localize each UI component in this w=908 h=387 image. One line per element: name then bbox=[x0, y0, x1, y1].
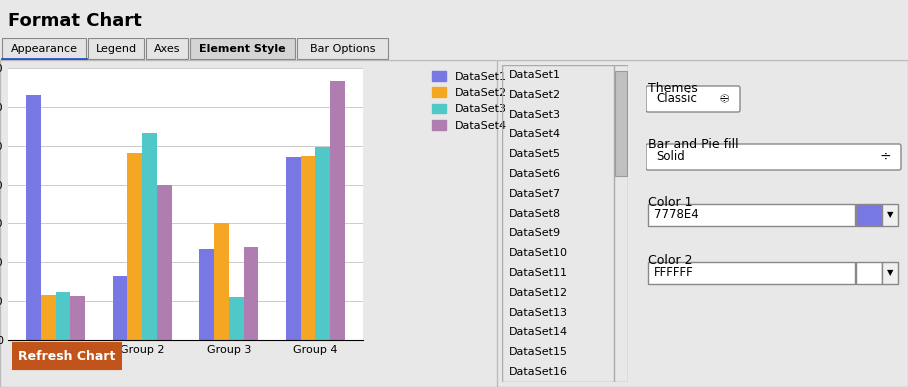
Bar bbox=[243, 247, 258, 340]
Bar bbox=[297, 38, 388, 59]
Bar bbox=[55, 293, 70, 340]
Text: DataSet7: DataSet7 bbox=[508, 189, 561, 199]
Bar bbox=[229, 297, 243, 340]
Bar bbox=[856, 204, 882, 226]
Text: ⬡: ⬡ bbox=[719, 94, 729, 104]
Text: DataSet10: DataSet10 bbox=[508, 248, 568, 258]
Text: DataSet3: DataSet3 bbox=[508, 110, 561, 120]
Text: FFFFFF: FFFFFF bbox=[654, 267, 694, 279]
Text: Axes: Axes bbox=[153, 43, 181, 53]
Text: Bar and Pie fill: Bar and Pie fill bbox=[648, 138, 738, 151]
Text: Bar Options: Bar Options bbox=[310, 43, 375, 53]
Text: Color 1: Color 1 bbox=[648, 196, 693, 209]
FancyBboxPatch shape bbox=[646, 86, 740, 112]
Bar bbox=[41, 295, 55, 340]
Text: DataSet14: DataSet14 bbox=[508, 327, 568, 337]
Text: Refresh Chart: Refresh Chart bbox=[18, 349, 115, 363]
Text: DataSet16: DataSet16 bbox=[508, 367, 568, 377]
Bar bbox=[157, 185, 172, 340]
Text: ▼: ▼ bbox=[887, 211, 893, 219]
Text: DataSet9: DataSet9 bbox=[508, 228, 561, 238]
Text: Element Style: Element Style bbox=[199, 43, 286, 53]
Bar bbox=[331, 80, 345, 340]
Text: DataSet15: DataSet15 bbox=[508, 347, 568, 357]
Text: DataSet2: DataSet2 bbox=[508, 90, 561, 100]
Bar bbox=[2, 38, 86, 59]
Text: ÷: ÷ bbox=[879, 150, 891, 164]
Text: DataSet4: DataSet4 bbox=[508, 129, 561, 139]
Bar bbox=[113, 276, 127, 340]
Bar bbox=[648, 204, 855, 226]
Text: 7778E4: 7778E4 bbox=[654, 209, 699, 221]
Bar bbox=[315, 147, 331, 340]
Legend: DataSet1, DataSet2, DataSet3, DataSet4: DataSet1, DataSet2, DataSet3, DataSet4 bbox=[432, 71, 507, 131]
Bar bbox=[146, 38, 188, 59]
Text: Legend: Legend bbox=[95, 43, 136, 53]
Bar bbox=[286, 158, 301, 340]
FancyBboxPatch shape bbox=[9, 342, 125, 370]
Text: DataSet12: DataSet12 bbox=[508, 288, 568, 298]
Bar bbox=[882, 262, 898, 284]
Text: Themes: Themes bbox=[648, 82, 697, 95]
Bar bbox=[143, 133, 157, 340]
Bar bbox=[214, 223, 229, 340]
Text: DataSet8: DataSet8 bbox=[508, 209, 561, 219]
Text: ▼: ▼ bbox=[887, 269, 893, 277]
Bar bbox=[856, 262, 882, 284]
Text: Format Chart: Format Chart bbox=[8, 12, 142, 30]
Text: DataSet1: DataSet1 bbox=[508, 70, 561, 80]
Bar bbox=[648, 262, 855, 284]
Bar bbox=[127, 154, 143, 340]
Text: DataSet6: DataSet6 bbox=[508, 169, 561, 179]
Text: ÷: ÷ bbox=[719, 92, 729, 106]
Bar bbox=[200, 249, 214, 340]
Bar bbox=[882, 204, 898, 226]
Bar bbox=[70, 296, 85, 340]
Text: Classic: Classic bbox=[656, 92, 696, 106]
Text: DataSet5: DataSet5 bbox=[508, 149, 561, 159]
Text: Color 2: Color 2 bbox=[648, 254, 693, 267]
Bar bbox=[190, 38, 295, 59]
FancyBboxPatch shape bbox=[646, 144, 901, 170]
Text: DataSet13: DataSet13 bbox=[508, 308, 568, 318]
Bar bbox=[616, 71, 627, 176]
Text: DataSet11: DataSet11 bbox=[508, 268, 568, 278]
Bar bbox=[301, 156, 315, 340]
Bar bbox=[26, 95, 41, 340]
Bar bbox=[88, 38, 144, 59]
Text: Solid: Solid bbox=[656, 151, 685, 163]
Text: Appearance: Appearance bbox=[11, 43, 77, 53]
